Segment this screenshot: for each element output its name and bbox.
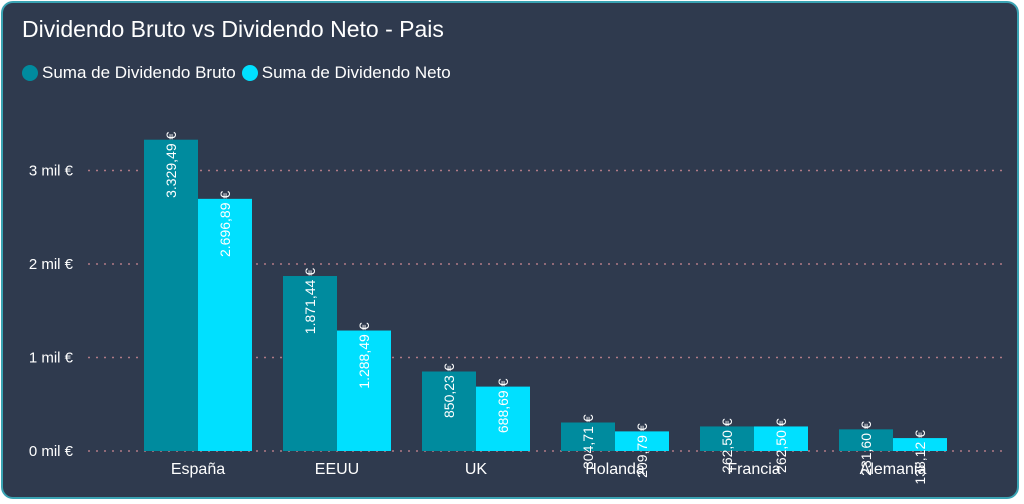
legend-label-bruto: Suma de Dividendo Bruto bbox=[42, 63, 236, 82]
bar-bruto[interactable] bbox=[422, 371, 476, 451]
bar-neto[interactable] bbox=[615, 431, 669, 451]
bar-neto[interactable] bbox=[198, 198, 252, 451]
y-tick-label: 2 mil € bbox=[29, 256, 74, 273]
bar-neto[interactable] bbox=[893, 438, 947, 451]
x-tick-label: Holanda bbox=[585, 461, 645, 478]
chart-legend: Suma de Dividendo Bruto Suma de Dividend… bbox=[22, 63, 457, 83]
legend-swatch-bruto bbox=[22, 65, 38, 81]
x-tick-label: España bbox=[171, 461, 225, 478]
data-label-bruto: 850,23 € bbox=[441, 363, 457, 418]
data-label-neto: 262,50 € bbox=[773, 418, 789, 473]
data-label-bruto: 262,50 € bbox=[719, 418, 735, 473]
data-label-neto: 1.288,49 € bbox=[356, 322, 372, 388]
y-tick-label: 1 mil € bbox=[29, 350, 74, 367]
bar-bruto[interactable] bbox=[700, 426, 754, 451]
y-tick-label: 0 mil € bbox=[29, 443, 74, 460]
legend-item-bruto[interactable]: Suma de Dividendo Bruto bbox=[22, 63, 236, 83]
data-label-bruto: 3.329,49 € bbox=[163, 131, 179, 197]
data-label-neto: 688,69 € bbox=[495, 378, 511, 433]
bar-bruto[interactable] bbox=[144, 139, 198, 451]
legend-label-neto: Suma de Dividendo Neto bbox=[261, 63, 451, 82]
data-label-bruto: 304,71 € bbox=[580, 414, 596, 469]
legend-swatch-neto bbox=[241, 65, 258, 81]
chart-title: Dividendo Bruto vs Dividendo Neto - Pais bbox=[22, 16, 444, 42]
bar-neto[interactable] bbox=[754, 426, 808, 451]
x-tick-label: UK bbox=[465, 461, 488, 478]
x-tick-label: Alemania bbox=[860, 461, 927, 478]
data-label-neto: 138,12 € bbox=[912, 430, 928, 485]
bar-bruto[interactable] bbox=[561, 422, 615, 451]
data-label-neto: 2.696,89 € bbox=[217, 191, 233, 257]
data-label-bruto: 231,60 € bbox=[858, 421, 874, 476]
bar-bruto[interactable] bbox=[839, 429, 893, 451]
bar-neto[interactable] bbox=[476, 386, 530, 451]
bar-neto[interactable] bbox=[337, 330, 391, 451]
bar-bruto[interactable] bbox=[283, 276, 337, 451]
data-label-neto: 209,79 € bbox=[634, 423, 650, 478]
legend-item-neto[interactable]: Suma de Dividendo Neto bbox=[241, 63, 451, 83]
y-tick-label: 3 mil € bbox=[29, 163, 74, 180]
x-tick-label: Francia bbox=[727, 461, 780, 478]
data-label-bruto: 1.871,44 € bbox=[302, 268, 318, 334]
x-tick-label: EEUU bbox=[315, 461, 359, 478]
